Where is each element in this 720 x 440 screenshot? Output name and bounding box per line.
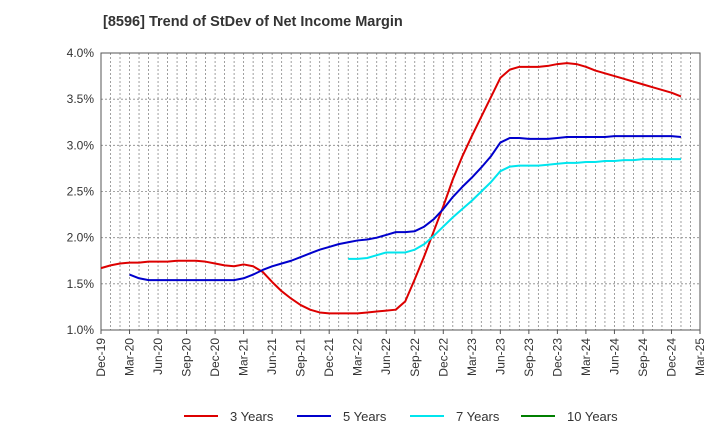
legend-item-3-years[interactable]: 3 Years <box>184 406 273 426</box>
legend-label-3-years: 3 Years <box>230 408 274 424</box>
x-tick-label: Jun-20 <box>151 338 165 375</box>
x-tick-label: Sep-21 <box>294 338 308 377</box>
x-tick-label: Dec-19 <box>94 338 108 377</box>
x-tick-label: Mar-23 <box>465 338 479 376</box>
y-tick-label: 3.5% <box>67 92 95 106</box>
x-tick-label: Sep-22 <box>408 338 422 377</box>
grid-layer <box>101 52 700 331</box>
x-tick-label: Mar-20 <box>123 338 137 376</box>
x-tick-label: Jun-24 <box>607 338 621 375</box>
x-tick-label: Jun-23 <box>493 338 507 375</box>
series-line-7-years <box>348 158 681 260</box>
chart-title: [8596] Trend of StDev of Net Income Marg… <box>103 14 403 30</box>
x-tick-label: Dec-20 <box>208 338 222 377</box>
legend-label-5-years: 5 Years <box>343 408 387 424</box>
x-tick-label: Jun-21 <box>265 338 279 375</box>
y-tick-label: 3.0% <box>67 138 95 152</box>
legend-item-10-years[interactable]: 10 Years <box>521 406 618 426</box>
x-tick-label: Dec-23 <box>550 338 564 377</box>
x-tick-label: Mar-24 <box>579 338 593 376</box>
y-tick-label: 2.0% <box>67 231 95 245</box>
legend-swatch-7-years <box>410 415 444 417</box>
legend: 3 Years 5 Years 7 Years 10 Years <box>0 406 720 426</box>
y-tick-label: 1.5% <box>67 277 95 291</box>
x-tick-label: Mar-25 <box>693 338 707 376</box>
y-tick-label: 4.0% <box>67 46 95 60</box>
legend-swatch-10-years <box>521 415 555 417</box>
series-layer <box>100 62 682 315</box>
series-line-3-years <box>100 62 682 315</box>
x-tick-label: Dec-21 <box>322 338 336 377</box>
plot-frame <box>100 52 701 331</box>
axis-layer: 1.0% 1.5% 2.0% 2.5% 3.0% 3.5% 4.0% Dec-19 Mar-20… <box>67 46 707 377</box>
legend-label-10-years: 10 Years <box>567 408 618 424</box>
legend-item-7-years[interactable]: 7 Years <box>410 406 499 426</box>
x-tick-label: Sep-23 <box>522 338 536 377</box>
legend-swatch-5-years <box>297 415 331 417</box>
x-tick-label: Mar-22 <box>351 338 365 376</box>
x-tick-label: Mar-21 <box>237 338 251 376</box>
legend-item-5-years[interactable]: 5 Years <box>297 406 386 426</box>
y-tick-label: 2.5% <box>67 185 95 199</box>
legend-swatch-3-years <box>184 415 218 417</box>
x-tick-label: Sep-24 <box>636 338 650 377</box>
legend-label-7-years: 7 Years <box>456 408 500 424</box>
x-tick-label: Dec-22 <box>436 338 450 377</box>
x-tick-label: Jun-22 <box>379 338 393 375</box>
x-tick-label: Sep-20 <box>180 338 194 377</box>
y-tick-label: 1.0% <box>67 323 95 337</box>
x-tick-label: Dec-24 <box>664 338 678 377</box>
series-line-5-years <box>129 135 682 282</box>
